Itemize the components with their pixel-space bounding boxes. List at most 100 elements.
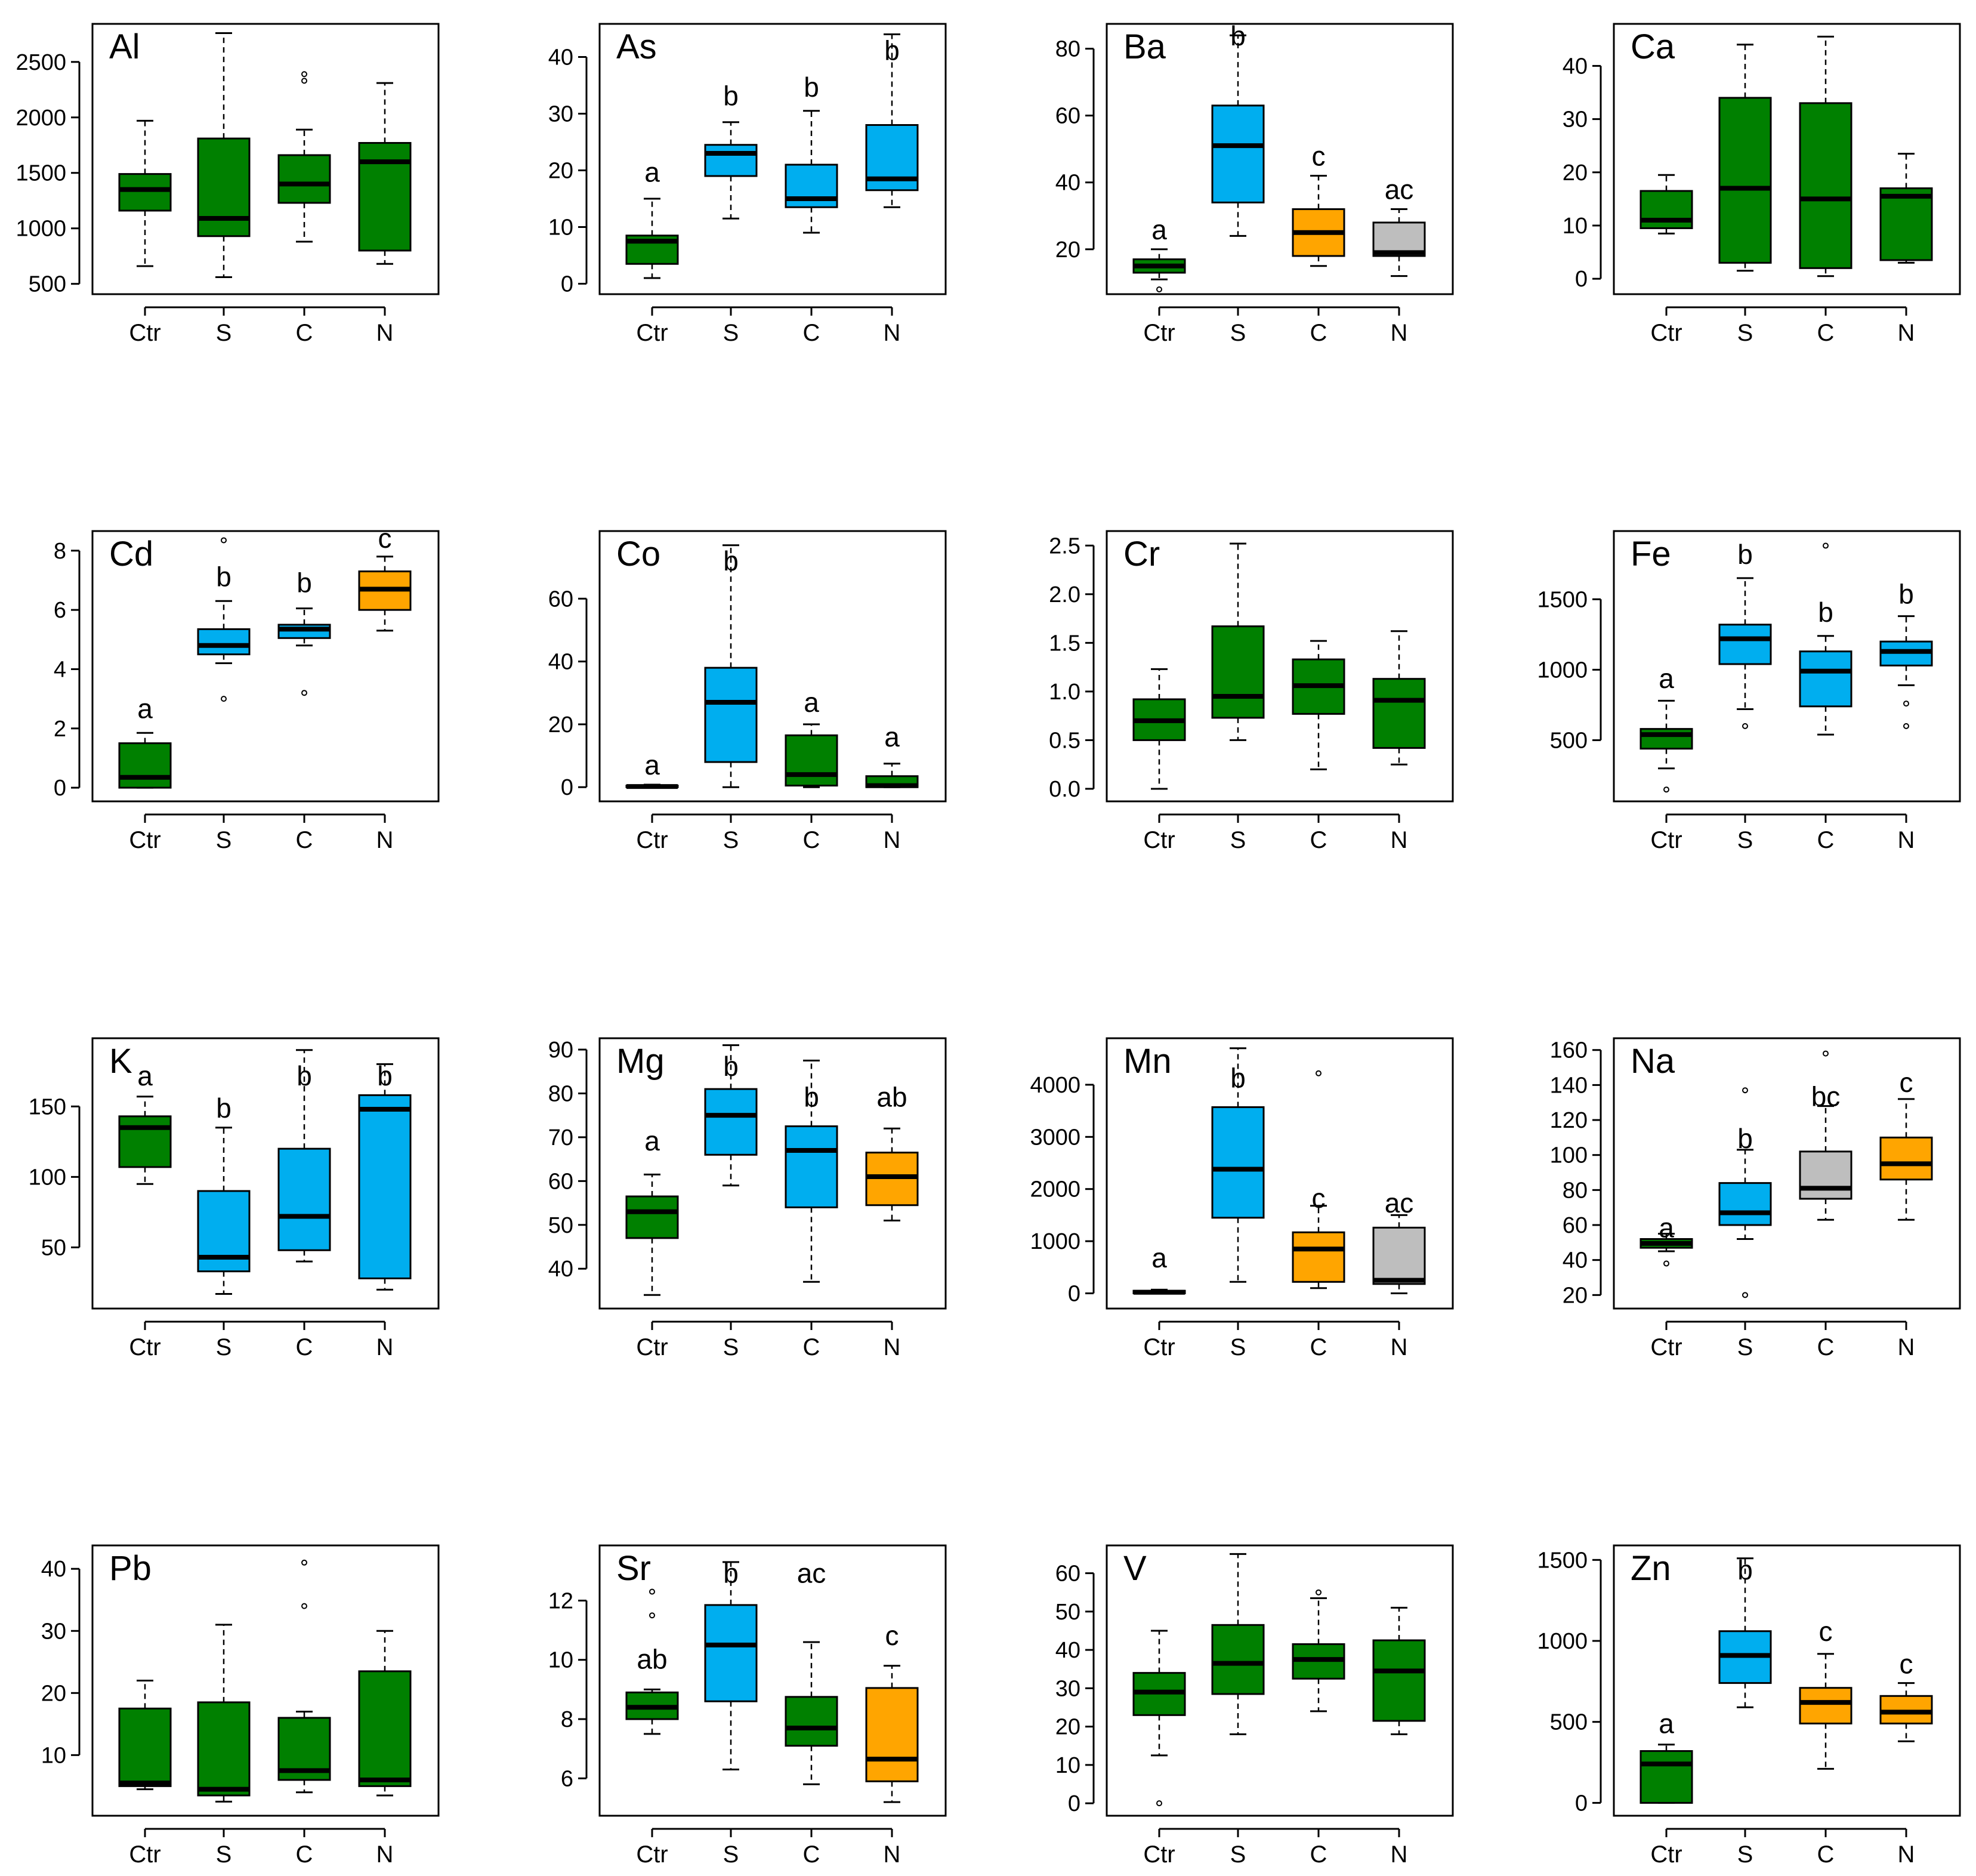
y-tick-label: 0 [1068, 1282, 1080, 1307]
significance-letter: a [644, 749, 660, 780]
box-sr-n [865, 1665, 919, 1803]
y-tick-label: 6 [54, 598, 66, 623]
box-iqr [785, 1125, 838, 1208]
plot-frame [1613, 1544, 1961, 1817]
y-tick-label: 1.0 [1049, 680, 1080, 705]
y-tick-label: 1000 [1537, 1629, 1588, 1654]
y-tick-label: 4000 [1030, 1073, 1080, 1098]
panel-sr: 6 8 10 12 Ctr S C Nab b ac c Sr [548, 1544, 947, 1868]
box-cd-n [358, 556, 412, 632]
y-tick-label: 20 [548, 159, 573, 184]
x-tick-label: N [376, 1334, 394, 1360]
box-iqr [1879, 1695, 1933, 1724]
y-tick-label: 10 [41, 1743, 66, 1768]
box-sr-ctr [625, 1588, 679, 1735]
significance-letter: c [1819, 1616, 1833, 1647]
y-tick-label: 500 [29, 272, 66, 297]
box-ba-ctr [1132, 248, 1186, 292]
plot-frame [91, 23, 440, 295]
box-as-s [704, 121, 758, 220]
x-tick-label: C [803, 1841, 820, 1868]
box-iqr [358, 1670, 412, 1787]
significance-letter: a [137, 693, 153, 724]
x-tick-label: S [216, 1841, 232, 1868]
y-tick-label: 0 [561, 775, 573, 800]
y-tick-label: 10 [548, 215, 573, 240]
box-fe-s [1718, 577, 1772, 729]
significance-letter: ab [876, 1081, 907, 1112]
box-iqr [1879, 1136, 1933, 1181]
box-co-c [785, 723, 838, 788]
panel-k: 50 100 150 Ctr S C Na b b b K [29, 1037, 440, 1360]
significance-letter: b [1230, 20, 1246, 51]
x-tick-label: S [1737, 827, 1753, 853]
box-iqr [197, 628, 251, 656]
plot-frame [598, 23, 947, 295]
x-tick-label: S [1737, 1334, 1753, 1360]
y-tick-label: 80 [548, 1081, 573, 1106]
box-iqr [1718, 97, 1772, 264]
box-iqr [704, 144, 758, 177]
box-iqr [1372, 678, 1426, 749]
y-tick-label: 6 [561, 1766, 573, 1791]
box-co-s [704, 544, 758, 788]
x-tick-label: Ctr [129, 320, 160, 346]
y-tick-label: 1000 [16, 217, 66, 242]
y-tick-label: 2500 [16, 50, 66, 75]
box-v-c [1292, 1589, 1345, 1713]
box-ca-n [1879, 153, 1933, 264]
y-tick-label: 60 [1563, 1213, 1588, 1238]
x-tick-label: N [1391, 1841, 1408, 1868]
box-cr-c [1292, 640, 1345, 770]
y-tick-label: 1500 [1537, 587, 1588, 612]
outlier-point [1742, 1087, 1748, 1094]
panel-title: Ca [1631, 27, 1675, 66]
x-tick-label: Ctr [1143, 827, 1175, 853]
y-tick-label: 20 [1055, 237, 1080, 263]
box-na-c [1799, 1050, 1852, 1221]
significance-letter: c [1900, 1067, 1913, 1098]
y-tick-label: 60 [1055, 104, 1080, 129]
significance-letter: a [884, 721, 900, 752]
significance-letter: a [1659, 663, 1674, 694]
outlier-point [1156, 1800, 1162, 1807]
box-iqr [1799, 102, 1852, 269]
box-na-s [1718, 1087, 1772, 1298]
box-k-s [197, 1127, 251, 1295]
y-tick-label: 0 [1575, 267, 1588, 292]
box-iqr [1799, 1150, 1852, 1200]
box-iqr [358, 1094, 412, 1279]
box-mn-ctr [1132, 1288, 1186, 1295]
plot-frame [1106, 1037, 1454, 1310]
panel-title: Ba [1123, 27, 1166, 66]
significance-letter: a [804, 687, 819, 718]
outlier-point [1156, 286, 1162, 292]
box-v-ctr [1132, 1630, 1186, 1807]
x-tick-label: S [1737, 320, 1753, 346]
plot-frame [1613, 1037, 1961, 1310]
y-tick-label: 30 [1055, 1676, 1080, 1701]
y-tick-label: 2.0 [1049, 582, 1080, 607]
x-tick-label: N [1391, 320, 1408, 346]
panel-title: Sr [616, 1549, 651, 1588]
y-tick-label: 0 [561, 272, 573, 297]
plot-frame [1106, 530, 1454, 803]
significance-letter: bc [1811, 1081, 1841, 1112]
y-tick-label: 500 [1550, 1710, 1588, 1735]
y-tick-label: 1.5 [1049, 631, 1080, 656]
x-tick-label: S [216, 320, 232, 346]
x-tick-label: N [1898, 320, 1915, 346]
significance-letter: b [297, 1060, 312, 1091]
panel-title: Mn [1123, 1042, 1172, 1081]
y-tick-label: 12 [548, 1588, 573, 1613]
significance-letter: a [1151, 214, 1167, 245]
x-tick-label: Ctr [129, 1841, 160, 1868]
x-tick-label: C [803, 320, 820, 346]
panel-title: Pb [109, 1549, 152, 1588]
panel-pb: 10 20 30 40 Ctr S C N Pb [41, 1544, 440, 1868]
y-tick-label: 40 [1055, 1638, 1080, 1663]
panel-title: As [616, 27, 657, 66]
outlier-point [301, 1603, 307, 1609]
